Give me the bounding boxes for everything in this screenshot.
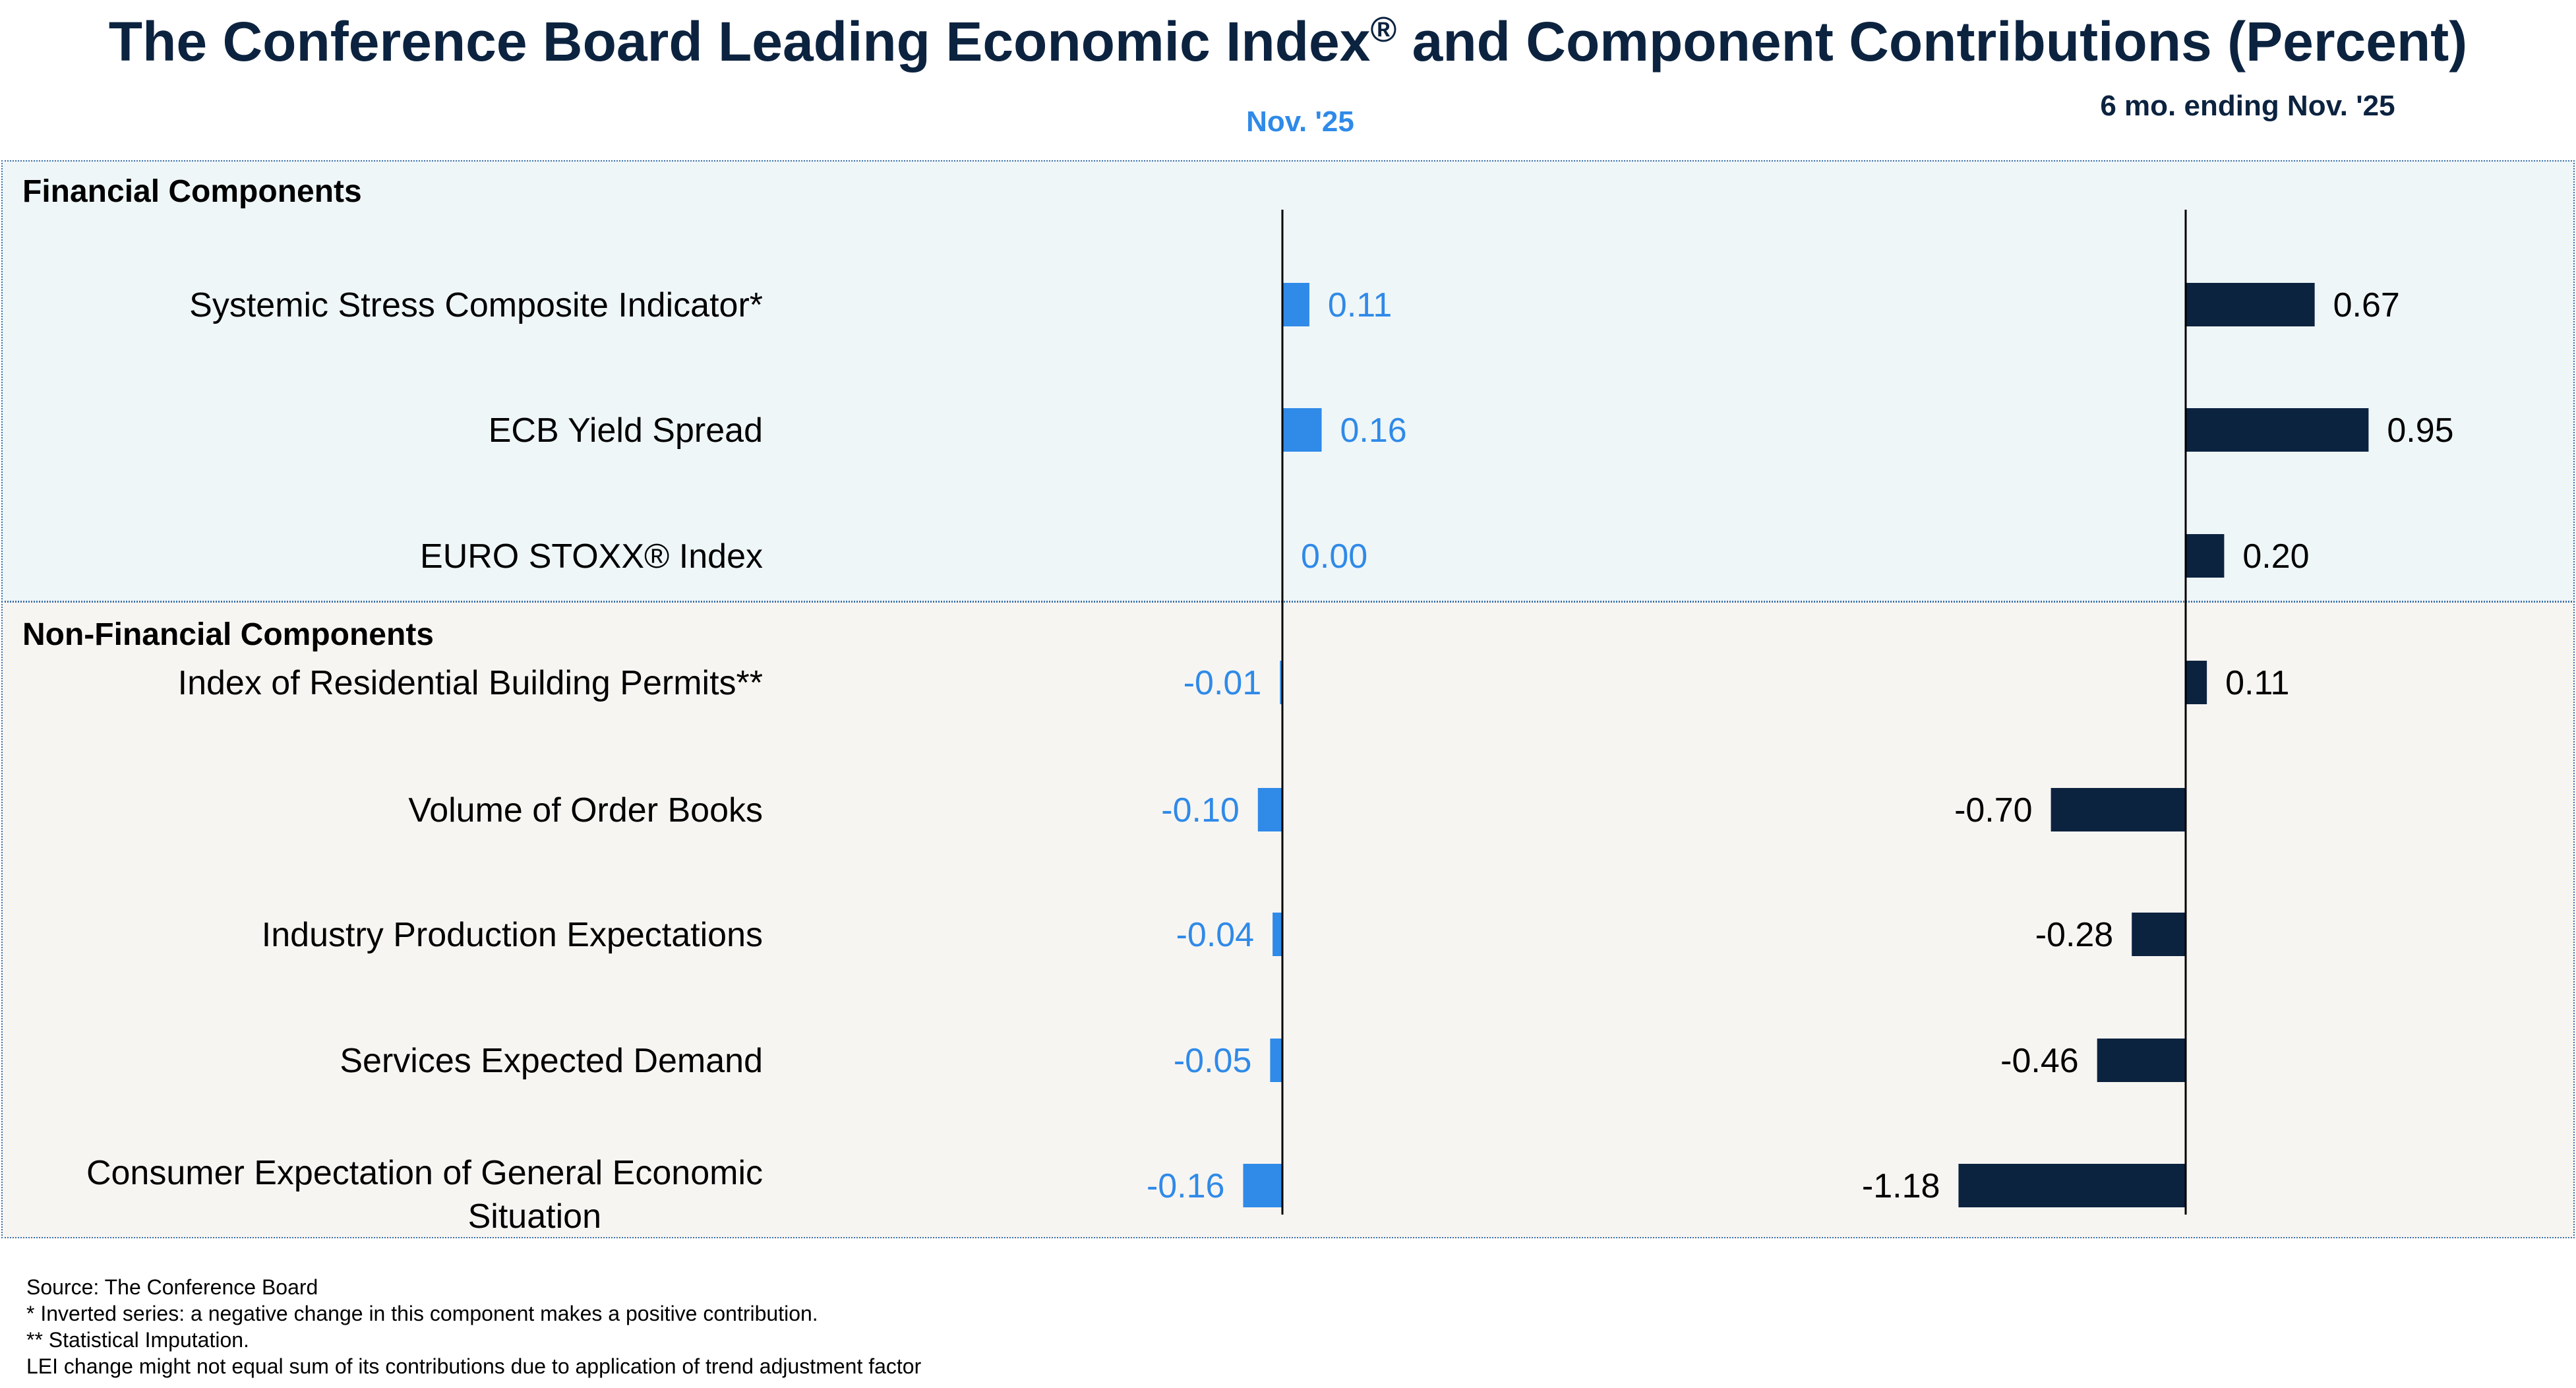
nov-value-label: -0.10 [1161,791,1240,830]
nov-value-label: -0.16 [1147,1167,1225,1205]
nov-bar [1257,788,1282,831]
category-label: Index of Residential Building Permits** [178,664,763,702]
six-month-bar [2186,661,2207,704]
nov-value-label: -0.04 [1176,916,1255,954]
footnote-source: Source: The Conference Board [26,1275,318,1299]
chart-title: The Conference Board Leading Economic In… [0,9,2576,74]
category-label: EURO STOXX® Index [420,537,763,576]
six-month-value-label: -1.18 [1862,1167,1940,1205]
nov-value-label: -0.05 [1174,1042,1252,1080]
nov-bar [1282,408,1322,452]
six-month-bar [2186,534,2225,578]
financial-components-heading: Financial Components [22,174,362,209]
nov-value-label: -0.01 [1183,664,1262,702]
nov-bar [1243,1164,1282,1207]
nov-bar [1282,283,1309,326]
six-month-value-label: 0.95 [2387,411,2453,450]
footnote-trend-adjustment: LEI change might not equal sum of its co… [26,1354,922,1378]
nov-bar [1270,1039,1282,1082]
footnote-inverted-series: * Inverted series: a negative change in … [26,1302,818,1325]
nov-bar [1273,913,1282,956]
six-month-value-label: 0.11 [2225,664,2289,702]
six-month-bar [1958,1164,2186,1207]
category-label: Services Expected Demand [340,1042,763,1080]
category-label: Industry Production Expectations [262,916,763,954]
footnote-imputation: ** Statistical Imputation. [26,1328,249,1352]
non-financial-components-heading: Non-Financial Components [22,617,434,652]
six-month-bar [2051,788,2186,831]
six-month-value-label: -0.46 [2000,1042,2079,1080]
six-month-value-label: 0.67 [2333,286,2400,324]
six-month-bar [2186,408,2369,452]
nov-bar [1280,661,1282,704]
financial-components-panel [1,160,2575,602]
title-main: The Conference Board Leading Economic In… [108,11,1371,73]
nov-value-label: 0.11 [1328,286,1392,324]
six-month-value-label: 0.20 [2242,537,2309,576]
six-month-bar [2132,913,2186,956]
category-label: Volume of Order Books [408,791,763,830]
six-month-value-label: -0.70 [1954,791,2033,830]
six-month-value-label: -0.28 [2035,916,2114,954]
footnotes: Source: The Conference Board * Inverted … [26,1274,921,1379]
category-label: ECB Yield Spread [489,411,763,450]
six-month-bar [2097,1039,2186,1082]
title-rest: and Component Contributions (Percent) [1396,11,2468,73]
six-month-column-header: 6 mo. ending Nov. '25 [2100,90,2395,122]
nov-value-label: 0.16 [1340,411,1407,450]
category-label: Systemic Stress Composite Indicator* [189,286,763,324]
title-registered-mark: ® [1370,10,1397,49]
nov-column-header: Nov. '25 [1246,106,1354,138]
nov-value-label: 0.00 [1301,537,1367,576]
six-month-bar [2186,283,2315,326]
category-label: Consumer Expectation of General Economic… [86,1154,763,1236]
